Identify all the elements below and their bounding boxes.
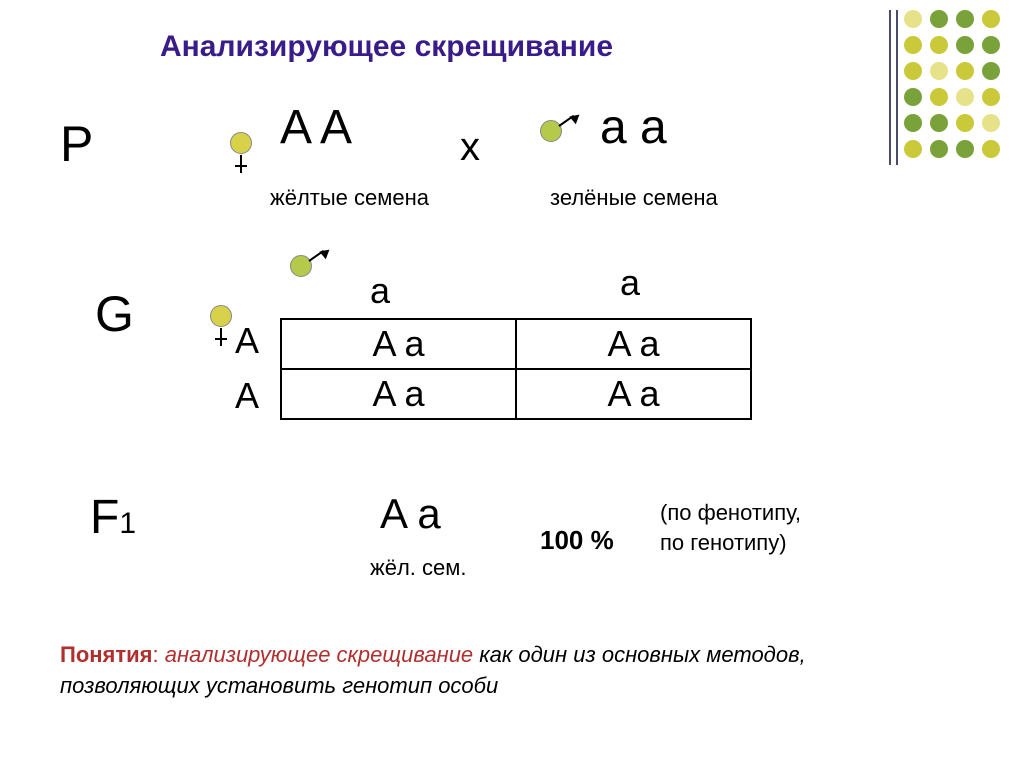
decor-dot [956,36,974,54]
decor-dot [904,36,922,54]
F1-note-line2: по генотипу) [660,530,787,556]
P-female-phenotype: жёлтые семена [270,185,429,211]
P-male-phenotype: зелёные семена [550,185,718,211]
decor-dot [930,36,948,54]
decor-dot [904,10,922,28]
decor-dot [956,10,974,28]
cross-symbol: x [460,125,480,170]
decor-dot [982,88,1000,106]
F1-genotype: A а [380,490,441,538]
female-gamete-row-1: A [235,375,259,417]
label-F1: F1 [90,490,136,545]
P-female-genotype: A A [280,100,352,155]
seed-female-P [230,132,252,154]
decor-dot [930,88,948,106]
decor-dot [956,62,974,80]
decor-dot [956,114,974,132]
decor-dot [930,10,948,28]
f1-letter: F [90,491,119,544]
footer-prefix: Понятия: [60,642,165,667]
decor-dot [982,114,1000,132]
decor-line-1 [896,10,898,165]
decor-dot [956,140,974,158]
decor-dot [982,62,1000,80]
decor-dot [982,10,1000,28]
F1-percent: 100 % [540,525,614,556]
seed-female-G [210,305,232,327]
F1-phenotype: жёл. сем. [370,555,467,581]
decor-dot [904,140,922,158]
table-row: A а A а [281,369,751,419]
label-G: G [95,285,134,343]
decor-dots [904,10,1004,162]
decor-dot [930,140,948,158]
decor-dot [904,88,922,106]
footer-definition: Понятия: анализирующее скрещивание как о… [60,640,940,702]
punnett-square: A а A а A а A а [280,318,752,420]
decor-dot [982,140,1000,158]
decor-dot [904,62,922,80]
table-row: A а A а [281,319,751,369]
P-male-genotype: а а [600,100,667,155]
female-gamete-row-0: A [235,320,259,362]
male-gamete-col-0: а [370,270,390,312]
decor-dot [904,114,922,132]
punnett-cell-10: A а [281,369,516,419]
decor-dot [930,114,948,132]
F1-note-line1: (по фенотипу, [660,500,801,526]
punnett-cell-11: A а [516,369,751,419]
slide-title: Анализирующее скрещивание [160,30,613,64]
male-gamete-col-1: а [620,262,640,304]
decor-line-2 [889,10,891,165]
decor-dot [956,88,974,106]
seed-male-G [290,255,312,277]
seed-male-P [540,120,562,142]
punnett-cell-00: A а [281,319,516,369]
decor-dot [930,62,948,80]
footer-term: анализирующее скрещивание [165,642,473,667]
f1-subscript: 1 [119,507,136,540]
decor-dot [982,36,1000,54]
punnett-cell-01: A а [516,319,751,369]
label-P: P [60,115,93,173]
